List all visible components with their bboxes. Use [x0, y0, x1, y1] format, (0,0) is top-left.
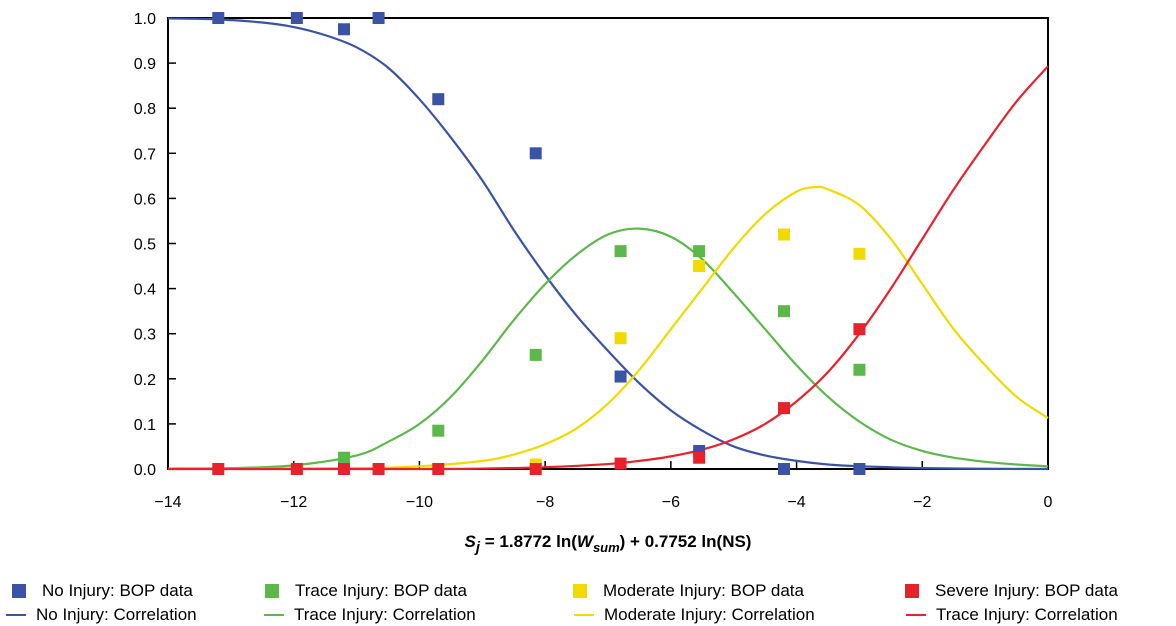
x-tick-label: −6 [662, 494, 680, 511]
severe-injury-bop-data-point [212, 463, 225, 475]
legend-item-no-injury-correlation: No Injury: Correlation [6, 604, 197, 626]
moderate-injury-bop-data-point [693, 260, 706, 273]
severe-injury-bop-data-point [290, 463, 303, 475]
no-injury-bop-data-point [338, 23, 350, 36]
severe-injury-bop-data-point [778, 402, 790, 415]
legend-item-severe-injury-correlation: Trace Injury: Correlation [906, 604, 1118, 626]
x-tick-label: −14 [154, 494, 181, 511]
legend-line [906, 614, 926, 616]
severe-injury-bop-data-point [853, 323, 866, 336]
y-tick-label: 0.6 [134, 191, 156, 208]
trace-injury-bop-data-point [693, 245, 706, 258]
legend-swatch [573, 584, 587, 598]
legend-item-trace-injury-correlation: Trace Injury: Correlation [264, 604, 476, 626]
moderate-injury-bop-data-point [614, 332, 627, 345]
x-tick-label: −8 [536, 494, 554, 511]
legend-line [6, 614, 26, 616]
y-tick-label: 0.0 [134, 462, 156, 479]
y-tick-label: 1.0 [134, 11, 156, 28]
severe-injury-bop-data-point [614, 457, 627, 470]
trace-injury-correlation-curve [167, 65, 1049, 471]
legend-swatch [265, 584, 279, 598]
y-tick-label: 0.7 [134, 146, 156, 163]
legend-swatch [12, 584, 26, 598]
legend-item-moderate-injury-correlation: Moderate Injury: Correlation [574, 604, 815, 626]
moderate-injury-correlation-curve [167, 185, 1049, 471]
no-injury-bop-data-point [432, 93, 445, 106]
severe-injury-bop-data-point [432, 463, 445, 475]
trace-injury-bop-data-point [529, 348, 542, 361]
no-injury-bop-data-point [529, 147, 542, 160]
moderate-injury-bop-data-point [853, 247, 866, 260]
y-tick-label: 0.1 [134, 417, 156, 434]
no-injury-bop-data-point [372, 12, 385, 24]
y-tick-label: 0.9 [134, 56, 156, 73]
y-tick-label: 0.4 [134, 282, 156, 299]
trace-injury-bop-data-point [614, 245, 627, 258]
x-tick-label: 0 [1044, 494, 1053, 511]
bop-data-points [212, 12, 866, 475]
legend-label: Trace Injury: Correlation [294, 605, 476, 624]
no-injury-bop-data-point [853, 463, 866, 475]
no-injury-bop-data-point [212, 12, 225, 24]
legend-label: No Injury: BOP data [42, 581, 193, 600]
legend-label: Moderate Injury: BOP data [603, 581, 804, 600]
x-tick-label: −10 [406, 494, 433, 511]
no-injury-bop-data-point [290, 12, 303, 24]
legend-item-no-injury-data: No Injury: BOP data [12, 580, 193, 602]
y-tick-label: 0.2 [134, 372, 156, 389]
trace-injury-bop-data-point [853, 363, 866, 376]
x-tick-label: −12 [280, 494, 307, 511]
no-injury-bop-data-point [614, 370, 627, 383]
y-tick-label: 0.3 [134, 327, 156, 344]
trace-injury-bop-data-point [338, 451, 350, 464]
legend-line [264, 614, 284, 616]
x-tick-label: −2 [913, 494, 931, 511]
legend-label: No Injury: Correlation [36, 605, 197, 624]
legend-item-severe-injury-data: Severe Injury: BOP data [905, 580, 1118, 602]
severe-injury-bop-data-point [372, 463, 385, 475]
no-injury-correlation-curve [167, 17, 1049, 471]
legend: No Injury: BOP data Trace Injury: BOP da… [0, 578, 1176, 626]
trace-injury-bop-data-point [432, 424, 445, 437]
legend-label: Trace Injury: BOP data [295, 581, 467, 600]
trace-injury-correlation-curve [167, 227, 1049, 470]
injury-probability-chart: 0.0 0.1 0.2 0.3 0.4 0.5 0.6 0.7 0.8 0.9 1.0 −14 −12 −… [134, 11, 1053, 556]
moderate-injury-bop-data-point [778, 228, 790, 241]
y-tick-label: 0.8 [134, 101, 156, 118]
severe-injury-bop-data-point [338, 463, 350, 475]
no-injury-bop-data-point [778, 463, 790, 475]
legend-swatch [905, 584, 919, 598]
trace-injury-bop-data-point [778, 305, 790, 318]
x-axis-label: Sj = 1.8772 ln(Wsum) + 0.7752 ln(NS) [465, 532, 752, 556]
legend-line [574, 614, 594, 616]
y-tick-label: 0.5 [134, 237, 156, 254]
legend-label: Moderate Injury: Correlation [604, 605, 815, 624]
legend-label: Severe Injury: BOP data [935, 581, 1119, 600]
severe-injury-bop-data-point [693, 451, 706, 464]
x-tick-label: −4 [787, 494, 805, 511]
correlation-curves [167, 17, 1049, 471]
legend-label: Trace Injury: Correlation [936, 605, 1118, 624]
plot-frame [167, 17, 1049, 470]
legend-item-moderate-injury-data: Moderate Injury: BOP data [573, 580, 804, 602]
axes: 0.0 0.1 0.2 0.3 0.4 0.5 0.6 0.7 0.8 0.9 1.0 −14 −12 −… [134, 11, 1053, 511]
legend-item-trace-injury-data: Trace Injury: BOP data [265, 580, 467, 602]
severe-injury-bop-data-point [529, 463, 542, 475]
